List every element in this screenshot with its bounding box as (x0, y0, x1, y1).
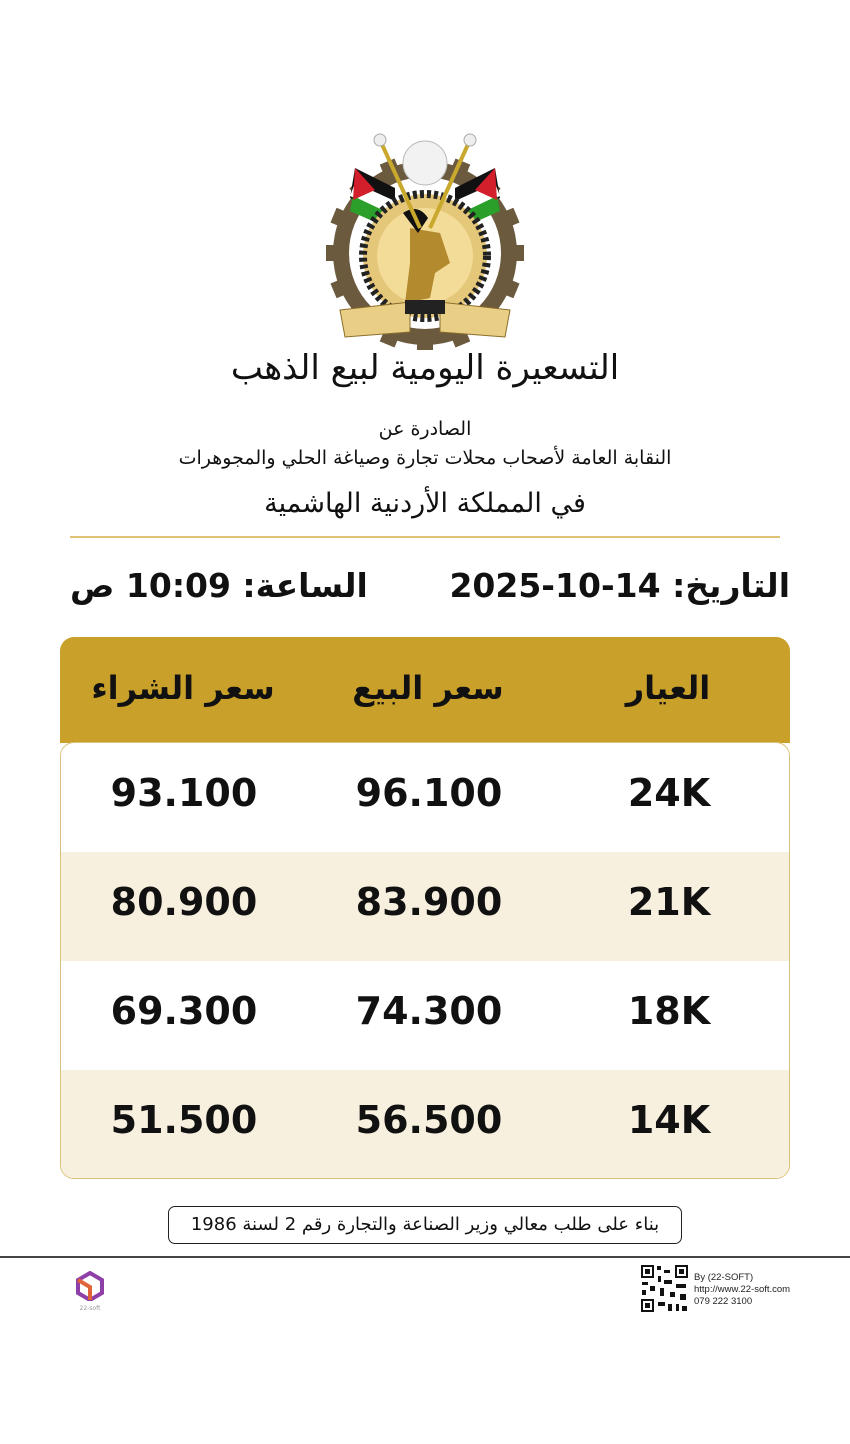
table-row: 18K 74.300 69.300 (61, 961, 789, 1070)
buy-price-cell: 69.300 (110, 989, 258, 1033)
sell-price-cell: 74.300 (355, 989, 503, 1033)
syndicate-logo (326, 133, 524, 350)
developer-credits: By (22-SOFT) http://www.22-soft.com 079 … (694, 1272, 790, 1308)
karat-cell: 18K (627, 989, 711, 1033)
karat-cell: 24K (627, 771, 711, 815)
credits-by: By (22-SOFT) (694, 1272, 754, 1283)
cube-icon (76, 1270, 104, 1303)
gold-price-table: العيار سعر البيع سعر الشراء 24K 96.100 9… (60, 637, 790, 1179)
table-body: 24K 96.100 93.100 21K 83.900 80.900 18K … (60, 742, 790, 1179)
date-label: التاريخ: 14-10-2025 (449, 566, 790, 605)
brand-logo: 22-soft (75, 1270, 105, 1312)
buy-price-cell: 80.900 (110, 880, 258, 924)
time-label: الساعة: 10:09 ص (70, 566, 368, 605)
sell-price-cell: 56.500 (355, 1098, 503, 1142)
karat-cell: 14K (627, 1098, 711, 1142)
table-row: 21K 83.900 80.900 (61, 852, 789, 961)
kingdom-name: في المملكة الأردنية الهاشمية (264, 488, 586, 519)
table-row: 24K 96.100 93.100 (61, 743, 789, 852)
page-title: التسعيرة اليومية لبيع الذهب (230, 348, 620, 388)
credits-url[interactable]: http://www.22-soft.com (694, 1284, 791, 1295)
sell-price-cell: 96.100 (355, 771, 503, 815)
column-header-sell: سعر البيع (352, 669, 504, 707)
issued-by-label: الصادرة عن (378, 418, 472, 440)
divider (70, 536, 780, 538)
footer-divider (0, 1256, 850, 1258)
table-row: 14K 56.500 51.500 (61, 1070, 789, 1178)
union-name: النقابة العامة لأصحاب محلات تجارة وصياغة… (178, 447, 672, 469)
brand-name: 22-soft (79, 1305, 101, 1312)
qr-code[interactable] (640, 1264, 689, 1313)
sell-price-cell: 83.900 (355, 880, 503, 924)
column-header-karat: العيار (625, 669, 711, 707)
credits-phone: 079 222 3100 (694, 1296, 753, 1307)
ministry-note: بناء على طلب معالي وزير الصناعة والتجارة… (168, 1206, 682, 1244)
column-header-buy: سعر الشراء (91, 669, 275, 707)
buy-price-cell: 93.100 (110, 771, 258, 815)
karat-cell: 21K (627, 880, 711, 924)
buy-price-cell: 51.500 (110, 1098, 258, 1142)
table-header: العيار سعر البيع سعر الشراء (60, 637, 790, 743)
